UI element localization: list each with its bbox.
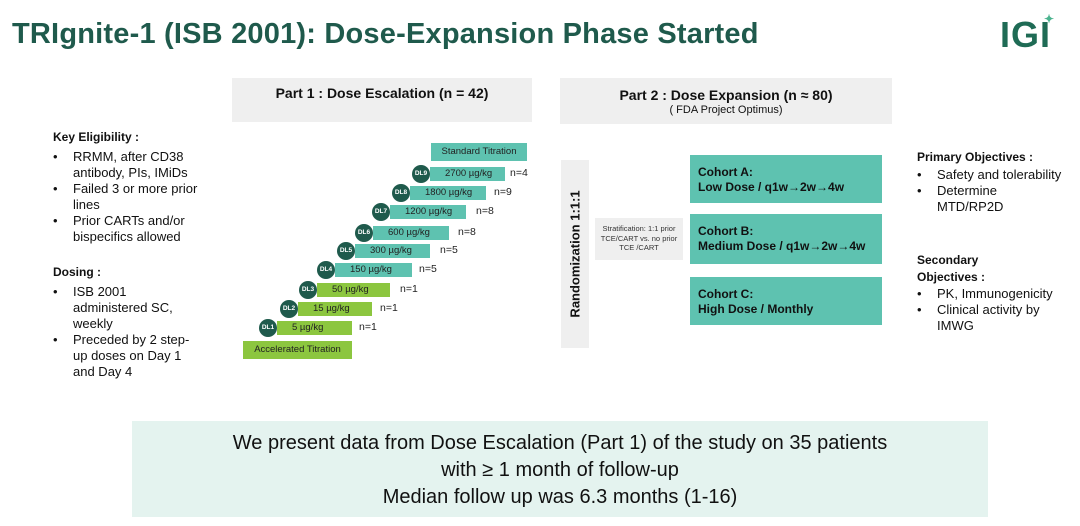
dose-level-badge-dl4: DL4 [317,261,335,279]
cohort-a-name: Cohort A: [698,165,753,179]
randomization-label: Randomization 1:1:1 [567,190,583,318]
stratification-box: Stratification: 1:1 prior TCE/CART vs. n… [595,218,683,260]
company-logo: IGI ✦ [1000,12,1054,56]
accelerated-titration-label: Accelerated Titration [243,341,352,359]
primary-objective-item: Safety and tolerability [917,167,1067,183]
cohort-c-box: Cohort C: High Dose / Monthly [690,277,882,325]
part1-title: Part 1 : Dose Escalation (n = 42) [275,85,489,101]
dose-bar-dl8: 1800 µg/kg [410,186,486,200]
dose-level-badge-dl5: DL5 [337,242,355,260]
secondary-heading-line1: Secondary [917,253,979,267]
dose-bar-dl6: 600 µg/kg [373,226,449,240]
dose-bar-dl5: 300 µg/kg [355,244,430,258]
summary-line: We present data from Dose Escalation (Pa… [232,432,888,454]
dosing-item: ISB 2001 administered SC, weekly [53,284,193,332]
summary-box: We present data from Dose Escalation (Pa… [132,421,988,517]
dosing-item: Preceded by 2 step-up doses on Day 1 and… [53,332,193,380]
dose-n-label-dl3: n=1 [400,283,418,295]
slide-title: TRIgnite-1 (ISB 2001): Dose-Expansion Ph… [12,18,759,50]
part2-header: Part 2 : Dose Expansion (n ≈ 80) ( FDA P… [560,78,892,124]
dose-level-badge-dl9: DL9 [412,165,430,183]
logo-spark-icon: ✦ [1043,12,1056,26]
secondary-objectives-heading: Secondary Objectives : [917,252,985,286]
dose-n-label-dl1: n=1 [359,321,377,333]
eligibility-heading: Key Eligibility : [53,130,140,144]
logo-text: IGI [1000,14,1052,55]
dose-level-badge-dl8: DL8 [392,184,410,202]
secondary-objectives-list: PK, Immunogenicity Clinical activity by … [917,286,1067,334]
cohort-c-name: Cohort C: [698,287,754,301]
eligibility-list: RRMM, after CD38 antibody, PIs, IMiDs Fa… [53,149,203,245]
eligibility-item: Failed 3 or more prior lines [53,181,203,213]
dosing-heading: Dosing : [53,265,101,279]
eligibility-item: RRMM, after CD38 antibody, PIs, IMiDs [53,149,203,181]
secondary-objective-item: Clinical activity by IMWG [917,302,1067,334]
primary-objectives-heading: Primary Objectives : [917,150,1034,164]
secondary-objective-item: PK, Immunogenicity [917,286,1067,302]
randomization-bar [561,160,589,348]
dose-n-label-dl7: n=8 [476,205,494,217]
primary-objective-item: Determine MTD/RP2D [917,183,1067,215]
eligibility-item: Prior CARTs and/or bispecifics allowed [53,213,203,245]
dose-bar-dl3: 50 µg/kg [317,283,390,297]
dose-n-label-dl4: n=5 [419,263,437,275]
dose-bar-dl9: 2700 µg/kg [430,167,505,181]
part1-header: Part 1 : Dose Escalation (n = 42) [232,78,532,122]
dose-bar-dl2: 15 µg/kg [298,302,372,316]
dose-n-label-dl6: n=8 [458,226,476,238]
cohort-b-box: Cohort B: Medium Dose / q1w→2w→4w [690,214,882,264]
cohort-a-box: Cohort A: Low Dose / q1w→2w→4w [690,155,882,203]
dose-n-label-dl5: n=5 [440,244,458,256]
cohort-b-name: Cohort B: [698,224,754,238]
dose-level-badge-dl3: DL3 [299,281,317,299]
dose-bar-dl4: 150 µg/kg [335,263,412,277]
dose-level-badge-dl7: DL7 [372,203,390,221]
part2-subtitle: ( FDA Project Optimus) [669,104,783,116]
dose-level-badge-dl2: DL2 [280,300,298,318]
primary-objectives-list: Safety and tolerability Determine MTD/RP… [917,167,1067,215]
cohort-b-detail: Medium Dose / q1w→2w→4w [698,239,866,253]
part2-title: Part 2 : Dose Expansion (n ≈ 80) [619,87,833,103]
dose-level-badge-dl6: DL6 [355,224,373,242]
cohort-c-detail: High Dose / Monthly [698,302,814,316]
dosing-list: ISB 2001 administered SC, weekly Precede… [53,284,193,380]
dose-n-label-dl9: n=4 [510,167,528,179]
dose-n-label-dl2: n=1 [380,302,398,314]
secondary-heading-line2: Objectives : [917,270,986,284]
dose-level-badge-dl1: DL1 [259,319,277,337]
summary-line: with ≥ 1 month of follow-up [441,459,679,481]
dose-bar-dl1: 5 µg/kg [277,321,352,335]
cohort-a-detail: Low Dose / q1w→2w→4w [698,180,845,194]
summary-line: Median follow up was 6.3 months (1-16) [382,486,738,508]
standard-titration-label: Standard Titration [431,143,527,161]
dose-bar-dl7: 1200 µg/kg [390,205,466,219]
dose-n-label-dl8: n=9 [494,186,512,198]
